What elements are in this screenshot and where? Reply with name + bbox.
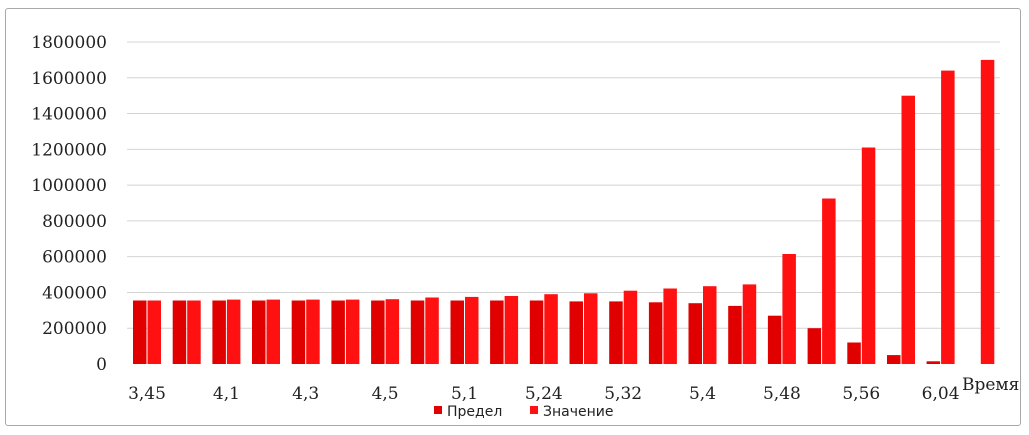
bar-series-1 bbox=[887, 355, 901, 364]
y-tick-label: 1000000 bbox=[31, 176, 107, 196]
x-tick-label: 5,4 bbox=[689, 384, 716, 404]
bar-series-1 bbox=[252, 300, 266, 364]
bar-series-1 bbox=[529, 300, 544, 364]
bar-series-2 bbox=[465, 296, 479, 364]
x-axis-label: Время bbox=[962, 375, 1019, 395]
bar-series-1 bbox=[410, 300, 425, 364]
x-tick-label: 5,24 bbox=[525, 384, 563, 404]
legend-label-series-1: Предел bbox=[447, 404, 502, 420]
legend-label-series-2: Значение bbox=[543, 404, 613, 420]
y-tick-label: 600000 bbox=[42, 248, 107, 268]
bar-series-2 bbox=[544, 294, 558, 364]
x-tick-label: 5,56 bbox=[842, 384, 880, 404]
bar-series-2 bbox=[782, 254, 796, 364]
bar-series-1 bbox=[847, 342, 861, 364]
bar-series-1 bbox=[728, 305, 742, 364]
bar-series-2 bbox=[266, 299, 280, 364]
x-tick-label: 3,45 bbox=[128, 384, 166, 404]
bar-series-2 bbox=[623, 290, 638, 364]
bar-series-2 bbox=[941, 70, 955, 364]
bar-series-1 bbox=[807, 328, 822, 364]
bar-series-2 bbox=[187, 300, 201, 364]
bar-series-2 bbox=[663, 288, 677, 364]
y-tick-label: 1600000 bbox=[31, 69, 107, 89]
bar-series-1 bbox=[331, 300, 345, 364]
bar-series-1 bbox=[688, 303, 702, 364]
legend-swatch-series-1 bbox=[434, 406, 442, 414]
y-tick-label: 1800000 bbox=[31, 33, 107, 53]
bar-series-1 bbox=[133, 300, 147, 364]
bar-series-2 bbox=[306, 299, 320, 364]
bar-series-2 bbox=[901, 95, 915, 364]
x-axis-ticks: 3,45 4,1 4,3 4,5 5,1 5,24 5,32 5,4 5,48 5,56 6,04 bbox=[128, 384, 959, 404]
bar-series-1 bbox=[450, 300, 464, 364]
y-axis-ticks: 0 200000 400000 600000 800000 1000000 1200000 1… bbox=[31, 33, 107, 375]
y-tick-label: 1400000 bbox=[31, 105, 107, 125]
bar-series-1 bbox=[926, 361, 941, 364]
bar-series-2 bbox=[345, 299, 360, 364]
x-tick-label: 5,48 bbox=[763, 384, 801, 404]
x-tick-label: 4,1 bbox=[213, 384, 240, 404]
x-tick-label: 4,3 bbox=[292, 384, 319, 404]
bar-series-1 bbox=[172, 300, 187, 364]
bar-series-2 bbox=[584, 293, 598, 364]
bar-series-2 bbox=[147, 300, 161, 364]
y-tick-label: 800000 bbox=[42, 212, 107, 232]
bar-series-2 bbox=[742, 284, 757, 364]
bar-series-1 bbox=[609, 301, 623, 364]
x-tick-label: 6,04 bbox=[922, 384, 960, 404]
bar-series-1 bbox=[767, 315, 782, 364]
bar-series-2 bbox=[504, 296, 519, 364]
bar-series-2 bbox=[226, 299, 241, 364]
bars bbox=[133, 59, 995, 365]
legend: Предел Значение bbox=[434, 404, 613, 420]
bar-series-1 bbox=[371, 300, 385, 364]
x-tick-label: 5,1 bbox=[451, 384, 478, 404]
x-tick-label: 5,32 bbox=[604, 384, 642, 404]
bar-series-2 bbox=[980, 59, 995, 365]
bar-series-1 bbox=[291, 300, 306, 364]
bar-series-2 bbox=[822, 198, 836, 364]
bar-series-1 bbox=[569, 301, 583, 364]
bar-series-2 bbox=[425, 297, 439, 364]
y-tick-label: 0 bbox=[96, 355, 107, 375]
y-tick-label: 200000 bbox=[42, 319, 107, 339]
y-tick-label: 400000 bbox=[42, 283, 107, 303]
bar-series-1 bbox=[212, 300, 226, 364]
bar-series-2 bbox=[385, 299, 400, 364]
bar-series-2 bbox=[703, 286, 717, 364]
x-tick-label: 4,5 bbox=[372, 384, 399, 404]
bar-series-2 bbox=[861, 147, 876, 364]
legend-swatch-series-2 bbox=[530, 406, 538, 414]
bar-series-1 bbox=[648, 302, 663, 364]
y-tick-label: 1200000 bbox=[31, 140, 107, 160]
bar-series-1 bbox=[490, 300, 504, 364]
